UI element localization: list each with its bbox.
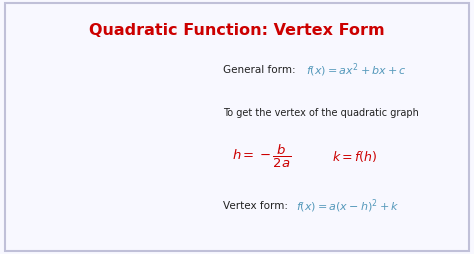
Text: (h, k): (h, k) [131,211,157,220]
Text: $f(x) = a(x - h)^2 + k$: $f(x) = a(x - h)^2 + k$ [296,197,400,215]
Text: To get the vertex of the quadratic graph: To get the vertex of the quadratic graph [223,108,419,118]
Text: Vertex form:: Vertex form: [223,201,288,211]
Text: Quadratic Function: Vertex Form: Quadratic Function: Vertex Form [89,23,385,38]
Text: vertex: vertex [53,229,93,239]
Text: General form:: General form: [223,65,295,75]
Text: $f(x) = ax^2 + bx + c$: $f(x) = ax^2 + bx + c$ [125,58,207,72]
Text: $k = f(h)$: $k = f(h)$ [332,149,377,164]
Text: $f(x) = ax^2 + bx + c$: $f(x) = ax^2 + bx + c$ [306,61,407,79]
Text: $h = -\dfrac{b}{2a}$: $h = -\dfrac{b}{2a}$ [232,143,292,170]
